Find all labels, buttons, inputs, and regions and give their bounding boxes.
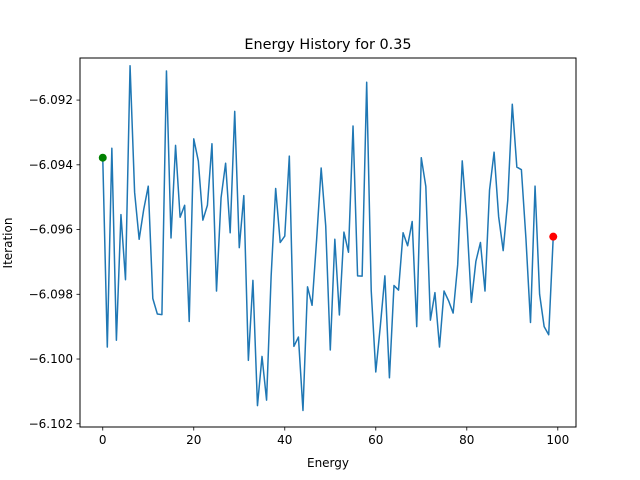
x-tick-label: 0 — [99, 433, 107, 447]
x-tick-label: 100 — [546, 433, 569, 447]
x-axis: 0 20 40 60 80 100 — [99, 427, 569, 447]
x-tick-label: 80 — [459, 433, 474, 447]
y-tick-label: −6.096 — [29, 223, 73, 237]
x-tick-label: 20 — [186, 433, 201, 447]
start-marker — [98, 153, 107, 162]
end-marker — [549, 232, 558, 241]
series-layer — [102, 65, 554, 412]
y-tick-label: −6.098 — [29, 287, 73, 301]
marker-layer — [98, 153, 558, 241]
y-axis-label: Iteration — [1, 218, 15, 269]
y-tick-label: −6.094 — [29, 158, 73, 172]
x-tick-label: 60 — [368, 433, 383, 447]
y-tick-label: −6.092 — [29, 93, 73, 107]
y-tick-label: −6.102 — [29, 417, 73, 431]
plot-frame — [79, 57, 577, 428]
series-line — [102, 65, 554, 412]
chart-title: Energy History for 0.35 — [244, 37, 411, 53]
x-axis-label: Energy — [307, 456, 349, 470]
x-tick-label: 40 — [277, 433, 292, 447]
y-axis: −6.102 −6.100 −6.098 −6.096 −6.094 −6.092 — [29, 93, 80, 431]
y-tick-label: −6.100 — [29, 352, 73, 366]
